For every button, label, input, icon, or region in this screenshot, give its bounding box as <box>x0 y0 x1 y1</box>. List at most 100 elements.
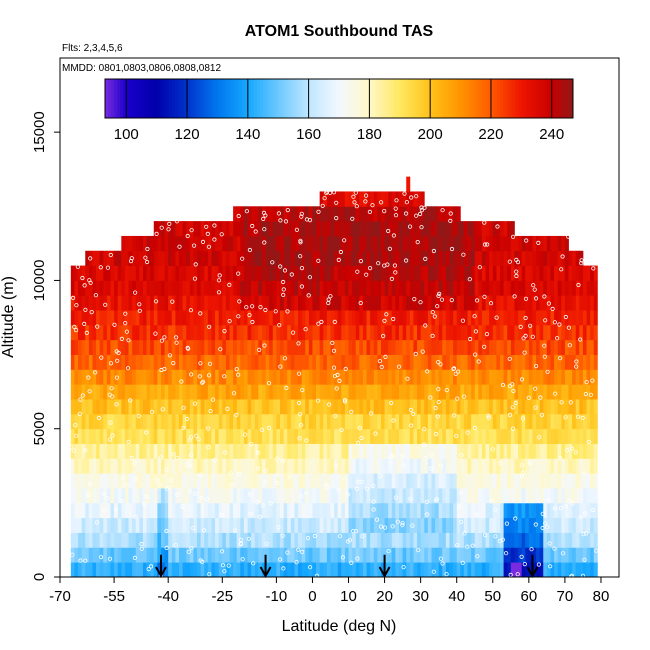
observation-point <box>462 531 467 536</box>
heatmap-cell <box>164 295 169 311</box>
colorbar-swatch <box>363 79 367 118</box>
heatmap-cell <box>276 295 281 311</box>
heatmap-cell <box>362 235 367 252</box>
colorbar-swatch <box>463 79 468 118</box>
heatmap-cell <box>305 473 310 489</box>
heatmap-cell <box>265 399 270 415</box>
heatmap-cell <box>543 502 548 519</box>
heatmap-cell <box>142 517 147 533</box>
heatmap-cell <box>78 458 83 474</box>
observation-point <box>542 294 547 299</box>
heatmap-cell <box>496 562 501 578</box>
heatmap-cell <box>114 339 119 355</box>
heatmap-cell <box>478 295 483 311</box>
observation-point <box>83 448 88 453</box>
heatmap-cell <box>326 369 331 385</box>
heatmap-cell <box>355 324 360 341</box>
heatmap-cell <box>301 221 306 237</box>
observation-point <box>444 387 449 393</box>
heatmap-cell <box>323 324 328 341</box>
heatmap-cell <box>114 250 119 266</box>
heatmap-cell <box>467 265 472 281</box>
heatmap-cell <box>456 458 461 474</box>
heatmap-cell <box>543 488 548 504</box>
heatmap-cell <box>564 369 569 385</box>
observation-point <box>218 347 223 352</box>
heatmap-cell <box>445 428 450 444</box>
heatmap-cell <box>478 562 483 578</box>
heatmap-cell <box>135 399 140 415</box>
y-tick-label: 10000 <box>31 260 48 302</box>
heatmap-cell <box>301 502 306 519</box>
heatmap-cell <box>99 399 104 415</box>
heatmap-cell <box>510 280 515 296</box>
arrow-marker <box>378 554 391 579</box>
heatmap-cell <box>215 324 220 341</box>
heatmap-cell <box>366 384 371 400</box>
observation-point <box>103 302 108 307</box>
heatmap-cell <box>463 295 468 311</box>
observation-point <box>261 216 266 221</box>
heatmap-cell <box>316 310 321 326</box>
heatmap-cell <box>229 339 234 355</box>
heatmap-cell <box>341 324 346 341</box>
heatmap-cell <box>279 399 284 415</box>
heatmap-cell <box>413 369 418 385</box>
heatmap-cell <box>157 488 162 504</box>
colorbar-tick-label: 200 <box>418 126 443 143</box>
heatmap-cell <box>478 369 483 385</box>
observation-point <box>444 572 449 577</box>
heatmap-cell <box>92 517 97 533</box>
heatmap-cell <box>463 221 468 237</box>
observation-point <box>249 441 254 447</box>
observation-point <box>566 325 572 330</box>
heatmap-cell <box>424 324 429 341</box>
observation-point <box>159 225 164 230</box>
heatmap-cell <box>514 310 519 326</box>
observation-point <box>482 532 488 538</box>
heatmap-cell <box>355 235 360 252</box>
heatmap-cell <box>265 206 270 222</box>
observation-point <box>538 395 543 400</box>
heatmap-cell <box>518 280 523 296</box>
observation-point <box>181 405 186 410</box>
heatmap-cell <box>575 473 580 489</box>
heatmap-cell <box>305 354 310 370</box>
heatmap-cell <box>460 235 465 252</box>
heatmap-cell <box>153 384 158 400</box>
heatmap-cell <box>189 339 194 355</box>
heatmap-cell <box>366 324 371 341</box>
heatmap-cell <box>409 324 414 341</box>
observation-point <box>207 361 213 366</box>
heatmap-cell <box>135 235 140 252</box>
heatmap-cell <box>420 339 425 355</box>
heatmap-cell <box>269 354 274 370</box>
heatmap-cell <box>171 339 176 355</box>
heatmap-cell <box>92 532 97 548</box>
heatmap-cell <box>467 324 472 341</box>
heatmap-cell <box>233 488 238 504</box>
heatmap-cell <box>413 310 418 326</box>
heatmap-cell <box>334 458 339 474</box>
heatmap-cell <box>229 295 234 311</box>
heatmap-cell <box>543 473 548 489</box>
heatmap-cell <box>341 399 346 415</box>
heatmap-cell <box>485 354 490 370</box>
heatmap-cell <box>539 250 544 266</box>
heatmap-cell <box>395 443 400 459</box>
heatmap-cell <box>442 339 447 355</box>
heatmap-cell <box>438 458 443 474</box>
heatmap-cell <box>157 310 162 326</box>
heatmap-cell <box>298 547 303 563</box>
heatmap-cell <box>247 221 252 237</box>
heatmap-cell <box>344 206 349 222</box>
heatmap-cell <box>481 310 486 326</box>
heatmap-cell <box>182 502 187 519</box>
heatmap-cell <box>117 517 122 533</box>
observation-point <box>448 218 453 223</box>
heatmap-cell <box>507 562 512 578</box>
heatmap-cell <box>81 384 86 400</box>
heatmap-cell <box>435 532 440 548</box>
heatmap-cell <box>352 384 357 400</box>
heatmap-cell <box>124 399 129 415</box>
